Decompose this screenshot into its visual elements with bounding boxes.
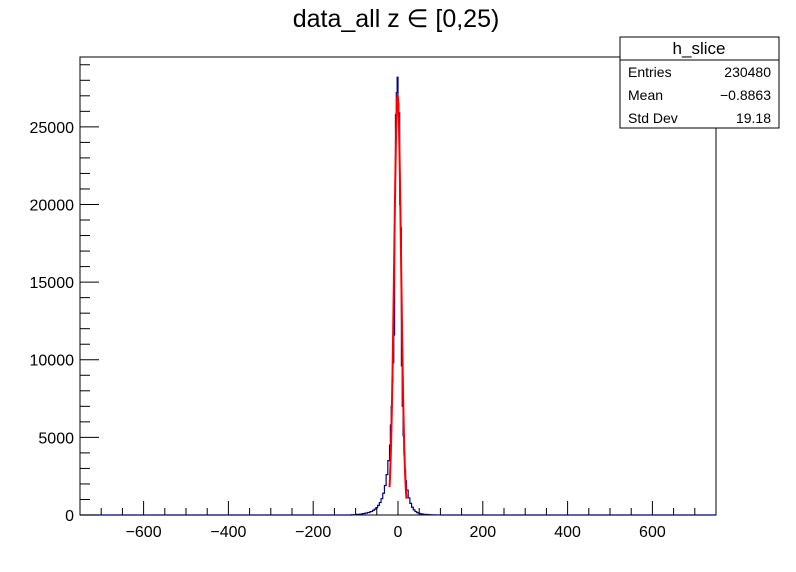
x-tick-label: −200 <box>295 524 331 541</box>
y-tick-label: 0 <box>65 508 74 525</box>
stats-entries-label: Entries <box>628 64 672 80</box>
histogram-series <box>80 76 716 516</box>
stats-stddev-value: 19.18 <box>736 110 771 126</box>
x-tick-label: 400 <box>554 524 581 541</box>
stats-entries-value: 230480 <box>724 64 771 80</box>
stats-box-frame <box>619 36 780 129</box>
stats-box: h_slice Entries 230480 Mean −0.8863 Std … <box>619 36 780 129</box>
y-tick-label: 25000 <box>30 120 75 137</box>
stats-mean-label: Mean <box>628 87 663 103</box>
x-tick-label: −400 <box>210 524 246 541</box>
y-tick-label: 20000 <box>30 197 75 214</box>
y-tick-label: 10000 <box>30 353 75 370</box>
x-tick-label: 0 <box>394 524 403 541</box>
stats-stddev-label: Std Dev <box>628 110 678 126</box>
x-tick-label: −600 <box>126 524 162 541</box>
x-tick-label: 600 <box>639 524 666 541</box>
stats-mean-value: −0.8863 <box>720 87 771 103</box>
chart-title: data_all z ∈ [0,25) <box>293 5 500 33</box>
y-tick-label: 5000 <box>38 430 74 447</box>
x-tick-label: 200 <box>469 524 496 541</box>
gaussian-fit-curve <box>388 94 408 499</box>
stats-box-title: h_slice <box>673 39 726 58</box>
y-tick-label: 15000 <box>30 275 75 292</box>
